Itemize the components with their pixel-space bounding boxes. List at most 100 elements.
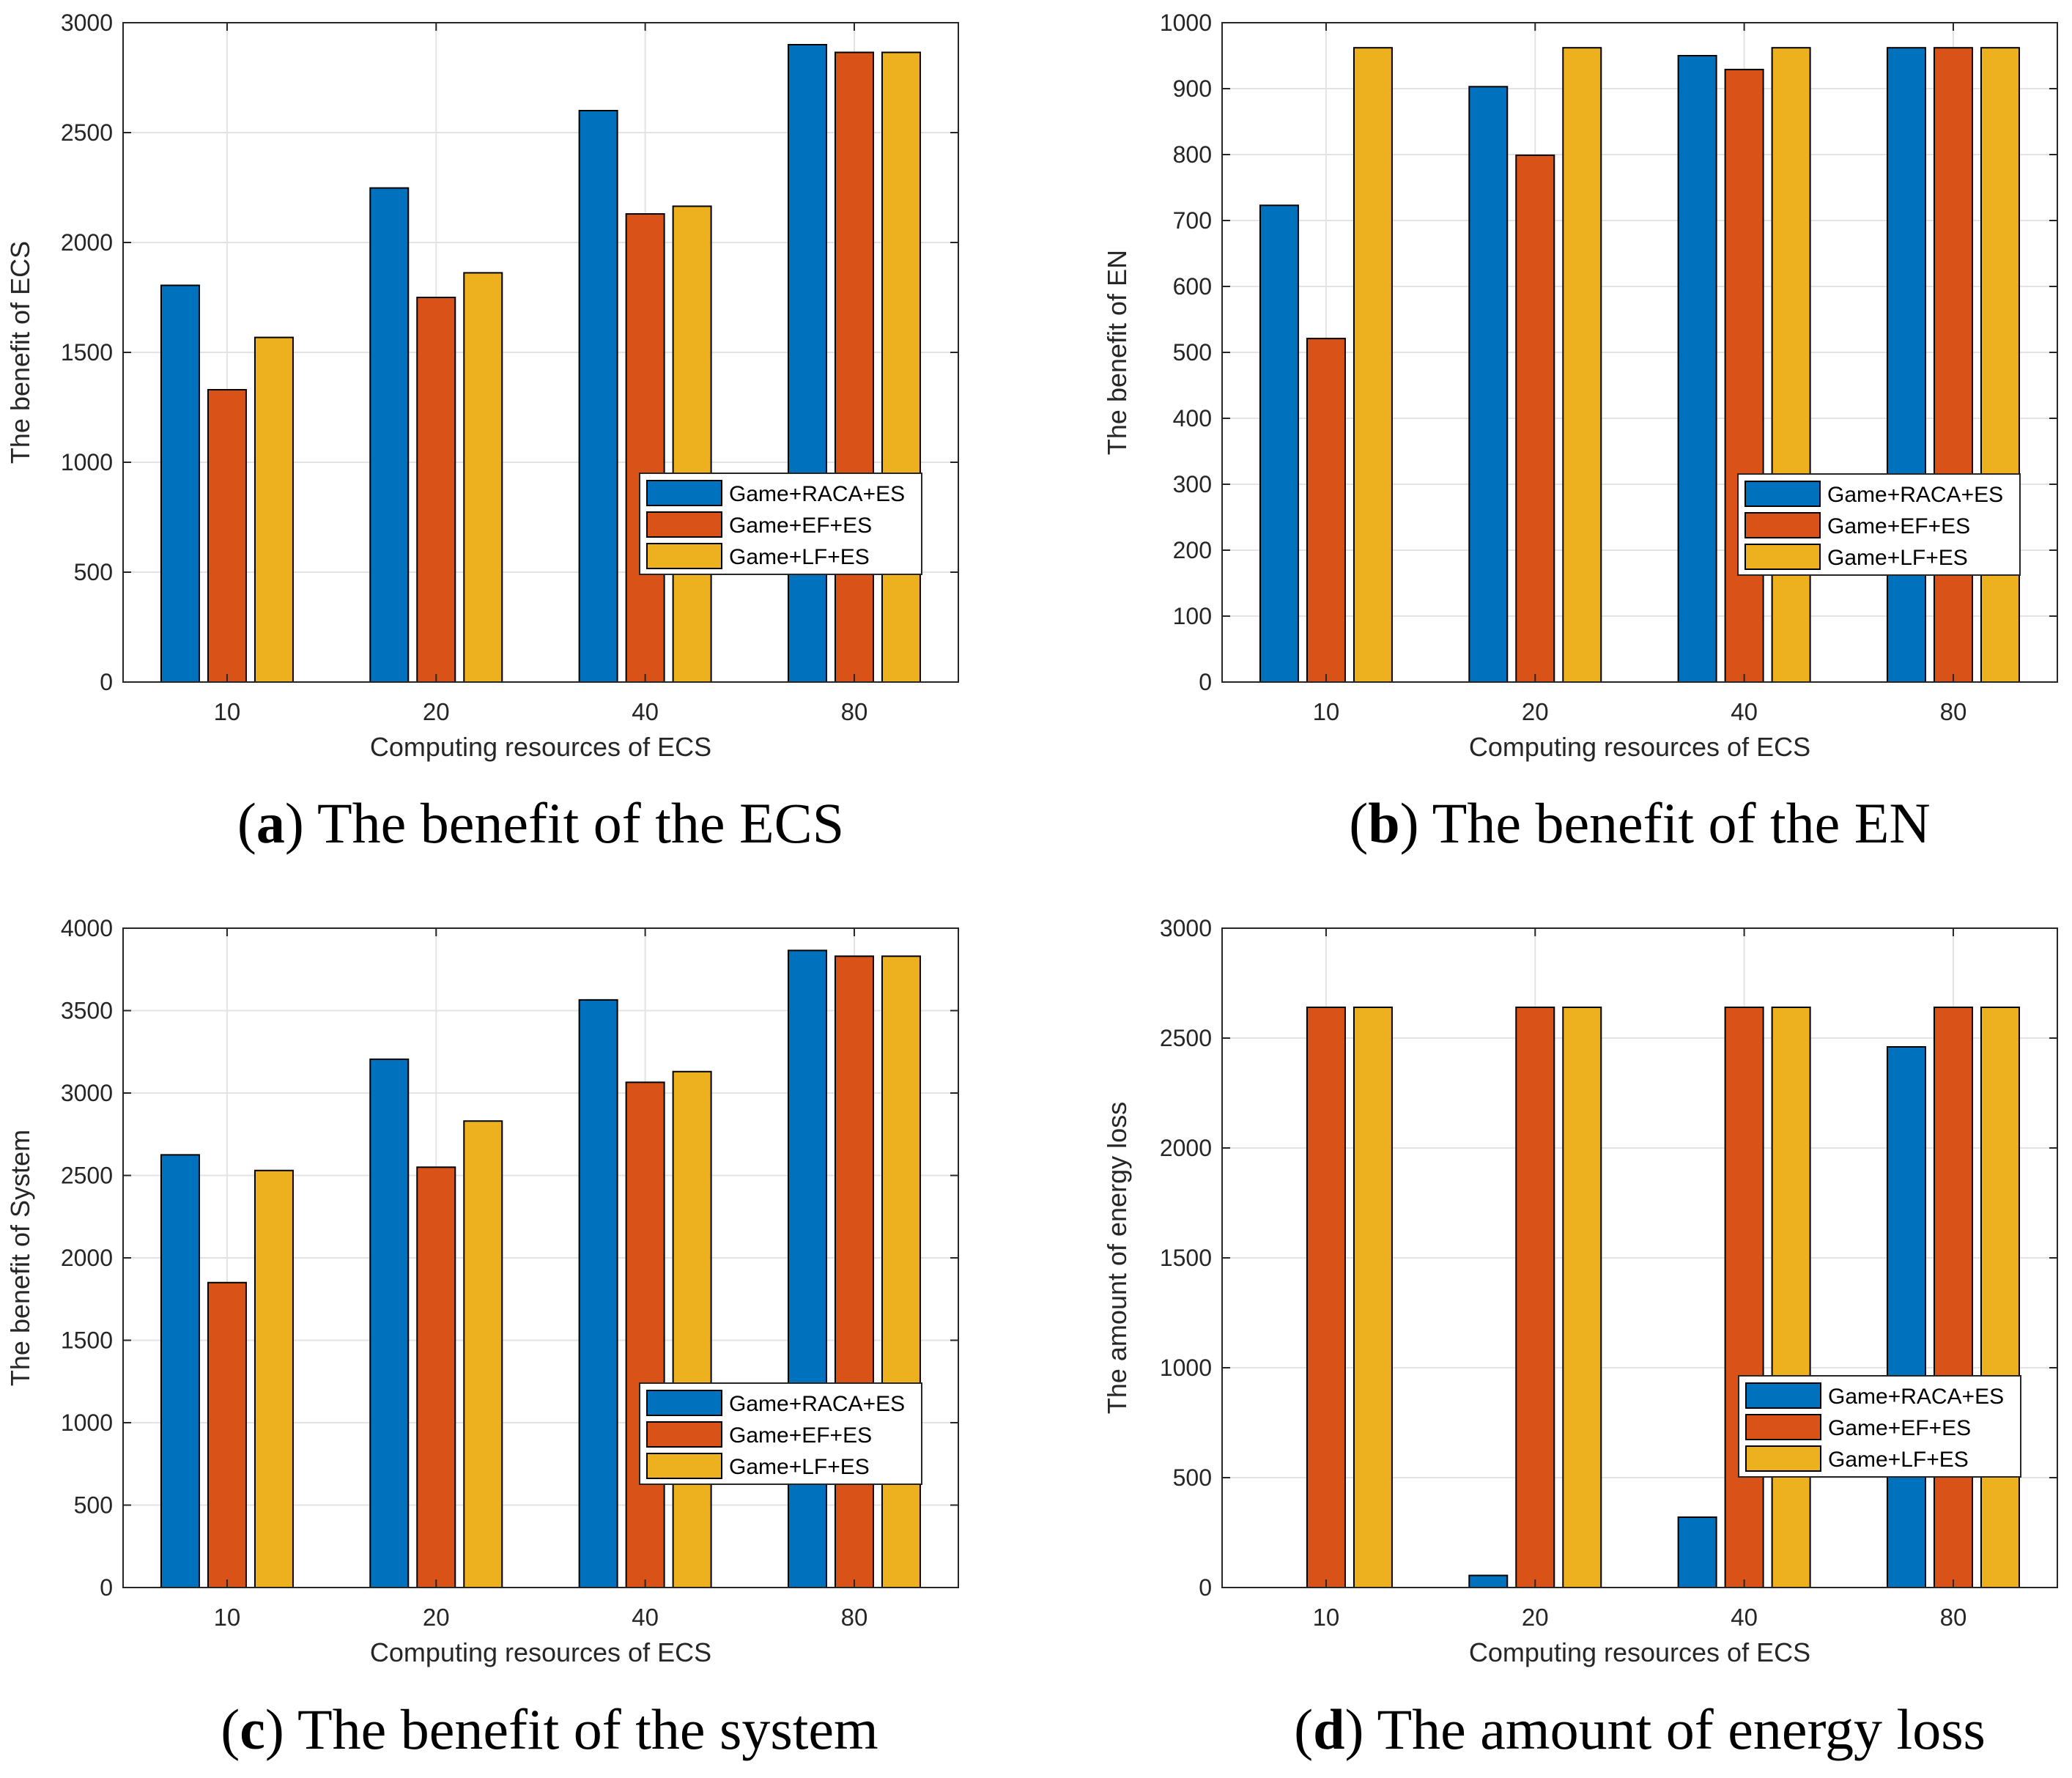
- panel-caption: (a) The benefit of the ECS: [237, 791, 844, 855]
- legend-label: Game+RACA+ES: [729, 1392, 905, 1416]
- bar-Game+LF+ES-80: [881, 955, 921, 1588]
- x-tick-label: 20: [423, 1604, 450, 1631]
- legend: Game+RACA+ES Game+EF+ES Game+LF+ES: [1737, 473, 2021, 576]
- legend-swatch: [1745, 1414, 1821, 1440]
- y-tick-label: 1000: [1160, 10, 1212, 36]
- y-tick-label: 500: [74, 559, 113, 585]
- bar-Game+RACA+ES-80: [787, 949, 827, 1588]
- y-tick-label: 0: [100, 669, 113, 695]
- bar-Game+LF+ES-20: [463, 272, 503, 683]
- chart-panel-d: 0 500 1000 1500 2000 2500 3000 10 20 40 80 Computin…: [1102, 915, 2058, 1761]
- x-tick-label: 80: [841, 698, 868, 725]
- bar-Game+RACA+ES-80: [787, 44, 827, 683]
- bar-Game+EF+ES-80: [1933, 1007, 1973, 1588]
- bar-Game+EF+ES-80: [1933, 47, 1973, 683]
- y-tick-label: 3000: [61, 1080, 113, 1106]
- x-axis-label: Computing resources of ECS: [1469, 732, 1810, 762]
- bar-Game+LF+ES-10: [254, 336, 294, 683]
- panel-caption: (d) The amount of energy loss: [1294, 1697, 1986, 1761]
- caption-paren: (: [1349, 791, 1368, 855]
- caption-paren: (: [237, 791, 256, 855]
- y-tick-label: 1000: [61, 449, 113, 475]
- legend: Game+RACA+ES Game+EF+ES Game+LF+ES: [639, 473, 922, 575]
- y-tick-label: 3500: [61, 998, 113, 1024]
- legend-swatch: [646, 1453, 722, 1479]
- x-tick-label: 40: [1731, 698, 1758, 725]
- chart-panel-b: 0 100 200 300 400 500 600 700 800 900 1000 10 20 40 80…: [1102, 10, 2058, 855]
- x-tick-label: 10: [214, 1604, 241, 1631]
- legend-label: Game+EF+ES: [1828, 1416, 1971, 1440]
- panel-caption: (b) The benefit of the EN: [1349, 791, 1931, 855]
- y-axis-label: The benefit of EN: [1102, 250, 1132, 455]
- bar-Game+EF+ES-40: [1724, 1007, 1764, 1588]
- legend-swatch: [646, 1421, 722, 1448]
- caption-paren: (: [221, 1697, 240, 1761]
- bar-Game+EF+ES-20: [416, 297, 456, 683]
- bar-Game+RACA+ES-20: [369, 187, 410, 684]
- x-tick-label: 20: [423, 698, 450, 725]
- x-tick-label: 80: [1940, 1604, 1967, 1631]
- x-axis-label: Computing resources of ECS: [370, 732, 711, 762]
- legend-swatch: [1745, 1445, 1821, 1472]
- bar-Game+EF+ES-10: [207, 389, 247, 683]
- legend-swatch: [1745, 1382, 1821, 1409]
- y-tick-label: 800: [1173, 141, 1212, 168]
- x-tick-label: 40: [632, 698, 659, 725]
- y-tick-label: 2500: [1160, 1025, 1212, 1051]
- bar-Game+LF+ES-40: [672, 1070, 712, 1588]
- bar-Game+EF+ES-80: [834, 51, 874, 683]
- bar-Game+EF+ES-40: [625, 1081, 665, 1588]
- bar-Game+RACA+ES-10: [1259, 204, 1299, 683]
- bar-Game+EF+ES-10: [1306, 338, 1346, 683]
- x-tick-label: 20: [1522, 1604, 1549, 1631]
- legend-swatch: [1744, 481, 1821, 507]
- y-tick-label: 3000: [61, 10, 113, 36]
- y-axis-label: The benefit of ECS: [5, 241, 35, 464]
- bar-Game+LF+ES-20: [1562, 1007, 1602, 1588]
- legend-swatch: [646, 1390, 722, 1416]
- bar-Game+LF+ES-40: [672, 205, 712, 683]
- x-tick-label: 10: [1313, 698, 1340, 725]
- y-tick-label: 300: [1173, 471, 1212, 497]
- bar-Game+EF+ES-10: [207, 1281, 247, 1588]
- legend-swatch: [1744, 512, 1821, 538]
- legend: Game+RACA+ES Game+EF+ES Game+LF+ES: [639, 1382, 922, 1485]
- y-tick-label: 100: [1173, 603, 1212, 629]
- legend-label: Game+LF+ES: [1827, 546, 1968, 570]
- legend-label: Game+EF+ES: [729, 514, 872, 538]
- bar-Game+RACA+ES-10: [160, 1154, 200, 1588]
- legend-label: Game+RACA+ES: [729, 482, 905, 506]
- y-tick-label: 0: [1199, 669, 1212, 695]
- legend-label: Game+RACA+ES: [1827, 483, 2003, 507]
- x-tick-label: 10: [1313, 1604, 1340, 1631]
- bar-Game+LF+ES-10: [1353, 47, 1393, 683]
- bar-Game+RACA+ES-40: [1677, 1516, 1717, 1588]
- bar-Game+LF+ES-20: [463, 1120, 503, 1588]
- bar-Game+RACA+ES-80: [1886, 1046, 1926, 1588]
- x-tick-label: 80: [1940, 698, 1967, 725]
- caption-paren: (: [1294, 1697, 1313, 1761]
- bar-Game+RACA+ES-10: [160, 284, 200, 683]
- y-tick-label: 0: [100, 1574, 113, 1601]
- bar-Game+EF+ES-20: [416, 1166, 456, 1588]
- bar-Game+LF+ES-10: [254, 1169, 294, 1588]
- bar-Game+LF+ES-80: [1980, 47, 2020, 683]
- bar-Game+RACA+ES-20: [369, 1058, 410, 1588]
- bar-Game+RACA+ES-20: [1468, 86, 1509, 684]
- x-axis-label: Computing resources of ECS: [1469, 1637, 1810, 1667]
- bar-Game+LF+ES-80: [1980, 1007, 2020, 1588]
- y-tick-label: 200: [1173, 537, 1212, 563]
- caption-letter: d: [1313, 1697, 1344, 1761]
- x-tick-label: 10: [214, 698, 241, 725]
- y-tick-label: 500: [1173, 339, 1212, 366]
- legend-swatch: [646, 480, 722, 506]
- legend-label: Game+RACA+ES: [1828, 1385, 2004, 1409]
- legend-swatch: [646, 511, 722, 538]
- bar-Game+LF+ES-20: [1562, 47, 1602, 683]
- bar-Game+LF+ES-80: [881, 51, 921, 683]
- y-tick-label: 1500: [61, 1327, 113, 1354]
- bar-Game+LF+ES-10: [1353, 1007, 1393, 1588]
- x-tick-label: 40: [1731, 1604, 1758, 1631]
- bar-Game+EF+ES-20: [1515, 154, 1555, 683]
